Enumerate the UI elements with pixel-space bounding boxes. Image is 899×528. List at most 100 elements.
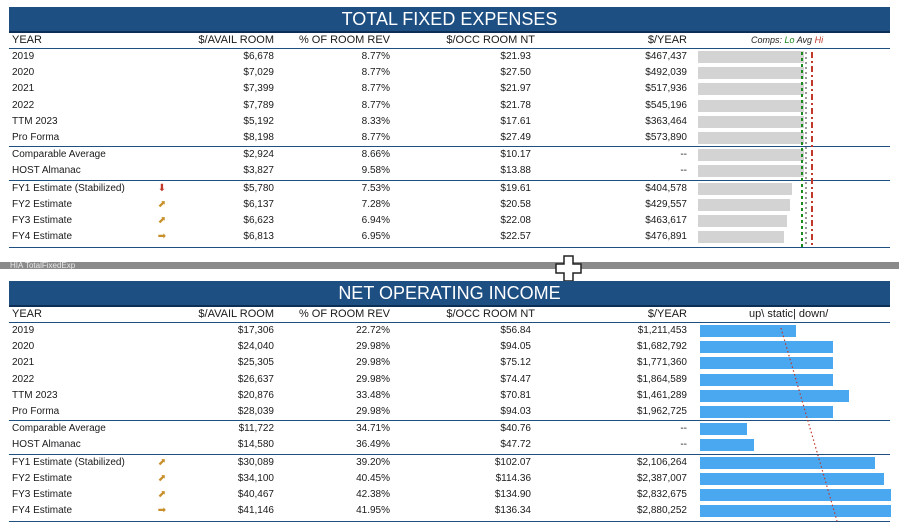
row-occ-room-nt: $21.93 <box>500 51 531 62</box>
noi-rows: 2019 $17,306 22.72% $56.84 $1,211,453 2020 $24… <box>9 323 892 519</box>
row-year: FY3 Estimate <box>12 214 73 226</box>
row-avail-room: $41,146 <box>237 505 274 517</box>
row-avail-room: $2,924 <box>243 149 274 161</box>
row-per-year: $545,196 <box>645 99 687 111</box>
legend-hi: Hi <box>814 35 824 45</box>
table-row: 2021 $7,399 8.77% $21.97 $517,936 <box>9 81 890 97</box>
row-year: Comparable Average <box>12 423 106 435</box>
table-row: FY1 Estimate (Stabilized) $5,780 7.53% $19.… <box>9 179 890 197</box>
row-pct-room-rev: 40.45% <box>356 472 390 484</box>
row-avail-room: $26,637 <box>237 373 274 385</box>
row-bar <box>698 115 804 128</box>
row-year: FY1 Estimate (Stabilized) <box>12 456 125 468</box>
row-year: FY2 Estimate <box>12 198 73 210</box>
row-avail-room: $5,780 <box>243 182 274 194</box>
row-year: 2019 <box>12 51 35 62</box>
row-pct-room-rev: 42.38% <box>356 488 390 500</box>
header-occ-room-nt: $/OCC ROOM NT <box>446 34 535 46</box>
row-pct-room-rev: 8.66% <box>361 149 390 161</box>
row-per-year: $476,891 <box>645 231 687 243</box>
table-row: TTM 2023 $5,192 8.33% $17.61 $363,464 <box>9 114 890 130</box>
row-occ-room-nt: $22.57 <box>500 231 531 243</box>
row-avail-room: $8,198 <box>243 131 274 143</box>
row-occ-room-nt: $47.72 <box>500 439 531 451</box>
row-per-year: $1,211,453 <box>637 325 687 336</box>
row-avail-room: $5,192 <box>243 115 274 127</box>
row-bar <box>700 423 747 436</box>
header-occ-room-nt: $/OCC ROOM NT <box>446 308 535 320</box>
row-per-year: $517,936 <box>645 83 687 95</box>
row-year: FY1 Estimate (Stabilized) <box>12 182 125 194</box>
row-avail-room: $11,722 <box>238 423 274 435</box>
row-per-year: $363,464 <box>645 115 687 127</box>
row-pct-room-rev: 39.20% <box>356 456 390 468</box>
gold-up-right-arrow-icon: ⬈ <box>157 198 167 210</box>
table-row: FY2 Estimate $6,137 7.28% $20.58 $429,557 ⬈ <box>9 197 890 213</box>
row-occ-room-nt: $27.49 <box>500 131 531 143</box>
section-divider[interactable] <box>0 262 899 269</box>
row-avail-room: $28,039 <box>237 405 274 417</box>
row-occ-room-nt: $94.05 <box>500 341 531 353</box>
row-avail-room: $7,399 <box>243 83 274 95</box>
row-pct-room-rev: 6.94% <box>361 214 390 226</box>
row-avail-room: $17,306 <box>237 325 274 336</box>
row-year: 2021 <box>12 357 35 369</box>
table-row: TTM 2023 $20,876 33.48% $70.81 $1,461,289 <box>9 388 890 404</box>
row-year: FY3 Estimate <box>12 488 73 500</box>
row-per-year: -- <box>680 439 687 451</box>
row-bar <box>700 472 885 485</box>
row-avail-room: $25,305 <box>237 357 274 369</box>
table-row: FY1 Estimate (Stabilized) $30,089 39.20% $1… <box>9 453 890 471</box>
row-avail-room: $3,827 <box>243 165 274 177</box>
table-row: FY3 Estimate $40,467 42.38% $134.90 $2,832,6… <box>9 487 892 503</box>
noi-title: NET OPERATING INCOME <box>9 281 890 307</box>
row-year: FY4 Estimate <box>12 231 73 243</box>
row-occ-room-nt: $22.08 <box>500 214 531 226</box>
row-per-year: $2,387,007 <box>636 472 687 484</box>
row-year: 2022 <box>12 99 35 111</box>
row-bar <box>698 51 804 63</box>
row-occ-room-nt: $27.50 <box>500 67 531 79</box>
table-row: Comparable Average $11,722 34.71% $40.76 -- <box>9 420 890 437</box>
row-bar <box>700 373 833 386</box>
row-occ-room-nt: $75.12 <box>500 357 531 369</box>
row-occ-room-nt: $136.34 <box>494 505 531 517</box>
header-avail-room: $/AVAIL ROOM <box>198 34 274 46</box>
row-pct-room-rev: 8.77% <box>361 99 390 111</box>
row-per-year: $404,578 <box>645 182 687 194</box>
row-per-year: $463,617 <box>645 214 687 226</box>
row-year: HOST Almanac <box>12 439 81 451</box>
table-row: FY4 Estimate $41,146 41.95% $136.34 $2,880,2… <box>9 503 892 519</box>
legend-avg: Avg <box>796 35 813 45</box>
row-pct-room-rev: 34.71% <box>356 423 390 435</box>
row-bar <box>700 341 833 354</box>
row-bar <box>698 83 804 96</box>
table-row: HOST Almanac $14,580 36.49% $47.72 -- <box>9 437 890 453</box>
row-occ-room-nt: $19.61 <box>500 182 531 194</box>
row-avail-room: $40,467 <box>237 488 274 500</box>
row-bar <box>700 405 833 418</box>
legend-comps: Comps: <box>751 35 783 45</box>
row-year: Pro Forma <box>12 405 60 417</box>
row-per-year: $492,039 <box>645 67 687 79</box>
row-year: 2022 <box>12 373 35 385</box>
header-year: YEAR <box>12 308 42 320</box>
row-pct-room-rev: 9.58% <box>361 165 390 177</box>
row-per-year: $1,771,360 <box>636 357 687 369</box>
row-per-year: $429,557 <box>645 198 687 210</box>
trend-legend: up\ static| down/ <box>749 308 829 320</box>
row-pct-room-rev: 29.98% <box>356 373 390 385</box>
row-per-year: $2,106,264 <box>636 456 687 468</box>
fixed-rows: 2019 $6,678 8.77% $21.93 $467,437 2020 $7,029 8… <box>9 49 890 245</box>
gold-up-right-arrow-icon: ⬈ <box>157 472 167 484</box>
table-row: 2020 $7,029 8.77% $27.50 $492,039 <box>9 65 890 81</box>
row-bar <box>700 357 833 370</box>
row-per-year: $2,832,675 <box>636 488 687 500</box>
row-avail-room: $20,876 <box>237 389 274 401</box>
row-bar <box>700 439 754 452</box>
row-year: Pro Forma <box>12 131 60 143</box>
table-row: 2022 $7,789 8.77% $21.78 $545,196 <box>9 98 890 114</box>
row-year: TTM 2023 <box>12 389 58 401</box>
row-occ-room-nt: $17.61 <box>500 115 531 127</box>
row-bar <box>698 231 785 244</box>
